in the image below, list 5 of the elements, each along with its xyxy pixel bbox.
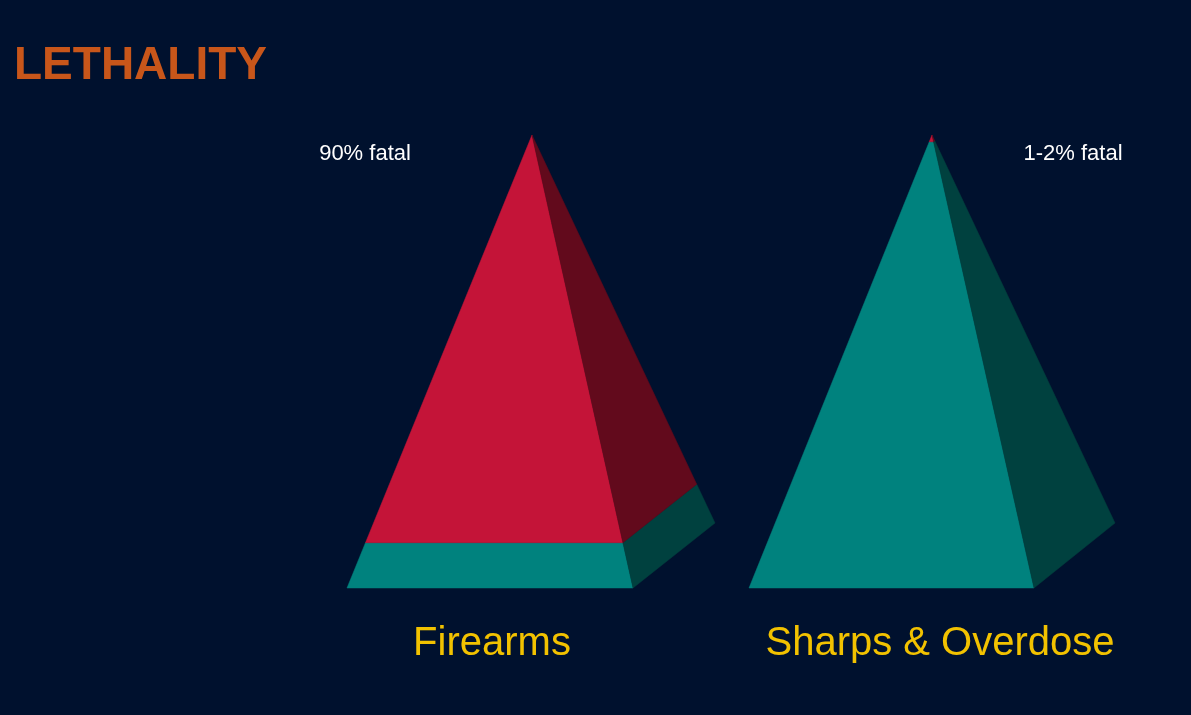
category-label: Firearms <box>413 619 571 663</box>
data-label: 1-2% fatal <box>1023 140 1123 165</box>
data-label: 90% fatal <box>319 140 411 165</box>
text: LETHALITY <box>14 37 267 89</box>
category-label: Sharps & Overdose <box>765 619 1115 663</box>
